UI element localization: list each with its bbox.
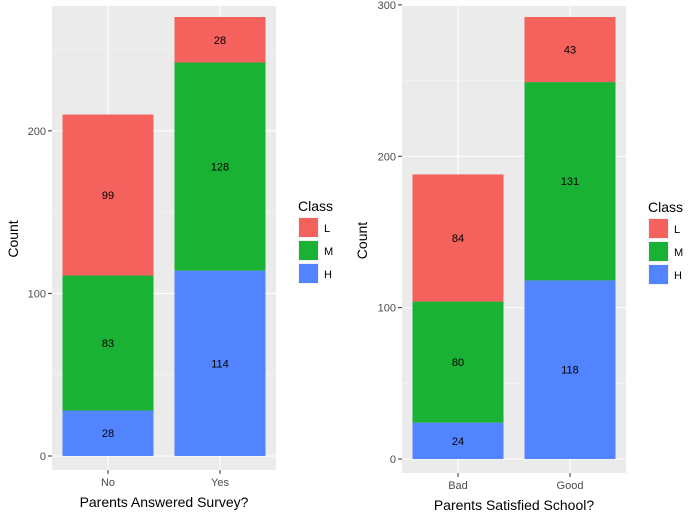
y-axis-title: Count [354,222,370,259]
left-chart: 0 100 200 28 83 99 No 114 128 28 Yes Parents Answer… [5,6,333,510]
bar-segment-l [174,17,266,63]
data-label: 128 [211,162,229,174]
legend-label: L [324,223,330,235]
x-tick-label: Bad [448,480,468,492]
data-label: 83 [102,338,114,350]
bar-segment-h [62,410,154,456]
bar-segment-m [524,82,616,281]
data-label: 131 [561,176,579,188]
legend-swatch-h [649,265,668,284]
bar-segment-l [524,17,616,83]
y-axis-title: Count [5,220,21,257]
bar-segment-l [62,114,154,276]
bar-segment-m [174,62,266,271]
data-label: 114 [211,358,229,370]
x-tick-label: Yes [211,477,229,489]
x-tick-label: No [101,477,115,489]
legend-title: Class [298,198,333,214]
y-tick-label: 0 [40,451,46,463]
legend-label: H [674,270,682,282]
x-axis-title: Parents Answered Survey? [80,494,249,510]
y-tick-label: 100 [378,303,396,315]
data-label: 80 [452,357,464,369]
data-label: 28 [214,35,226,47]
data-label: 118 [561,365,579,377]
legend-swatch-l [299,218,318,237]
legend-label: M [324,246,333,258]
legend-label: M [674,247,683,259]
bar-segment-h [174,270,266,456]
bar-segment-m [412,301,504,423]
data-label: 28 [102,428,114,440]
x-tick-label: Good [557,480,584,492]
legend-label: H [324,269,332,281]
data-label: 99 [102,190,114,202]
bar-segment-h [524,280,616,459]
y-tick-label: 100 [28,288,46,300]
y-tick-label: 0 [390,454,396,466]
legend-label: L [674,224,680,236]
legend-swatch-l [649,219,668,238]
right-chart: 0 100 200 300 24 80 84 Bad 118 131 43 Good Parents S… [354,0,683,513]
data-label: 43 [564,45,576,57]
bar-segment-l [412,174,504,302]
bar-segment-m [62,275,154,411]
x-axis-title: Parents Satisfied School? [434,497,595,513]
legend-swatch-m [299,241,318,260]
data-label: 24 [452,436,464,448]
legend: Class LMH [298,198,333,284]
data-label: 84 [452,233,464,245]
legend-title: Class [648,199,683,215]
legend-swatch-m [649,242,668,261]
legend: Class LMH [648,199,683,285]
y-tick-label: 300 [378,0,396,12]
bar-segment-h [412,422,504,459]
legend-swatch-h [299,264,318,283]
y-tick-label: 200 [28,126,46,138]
y-tick-label: 200 [378,151,396,163]
